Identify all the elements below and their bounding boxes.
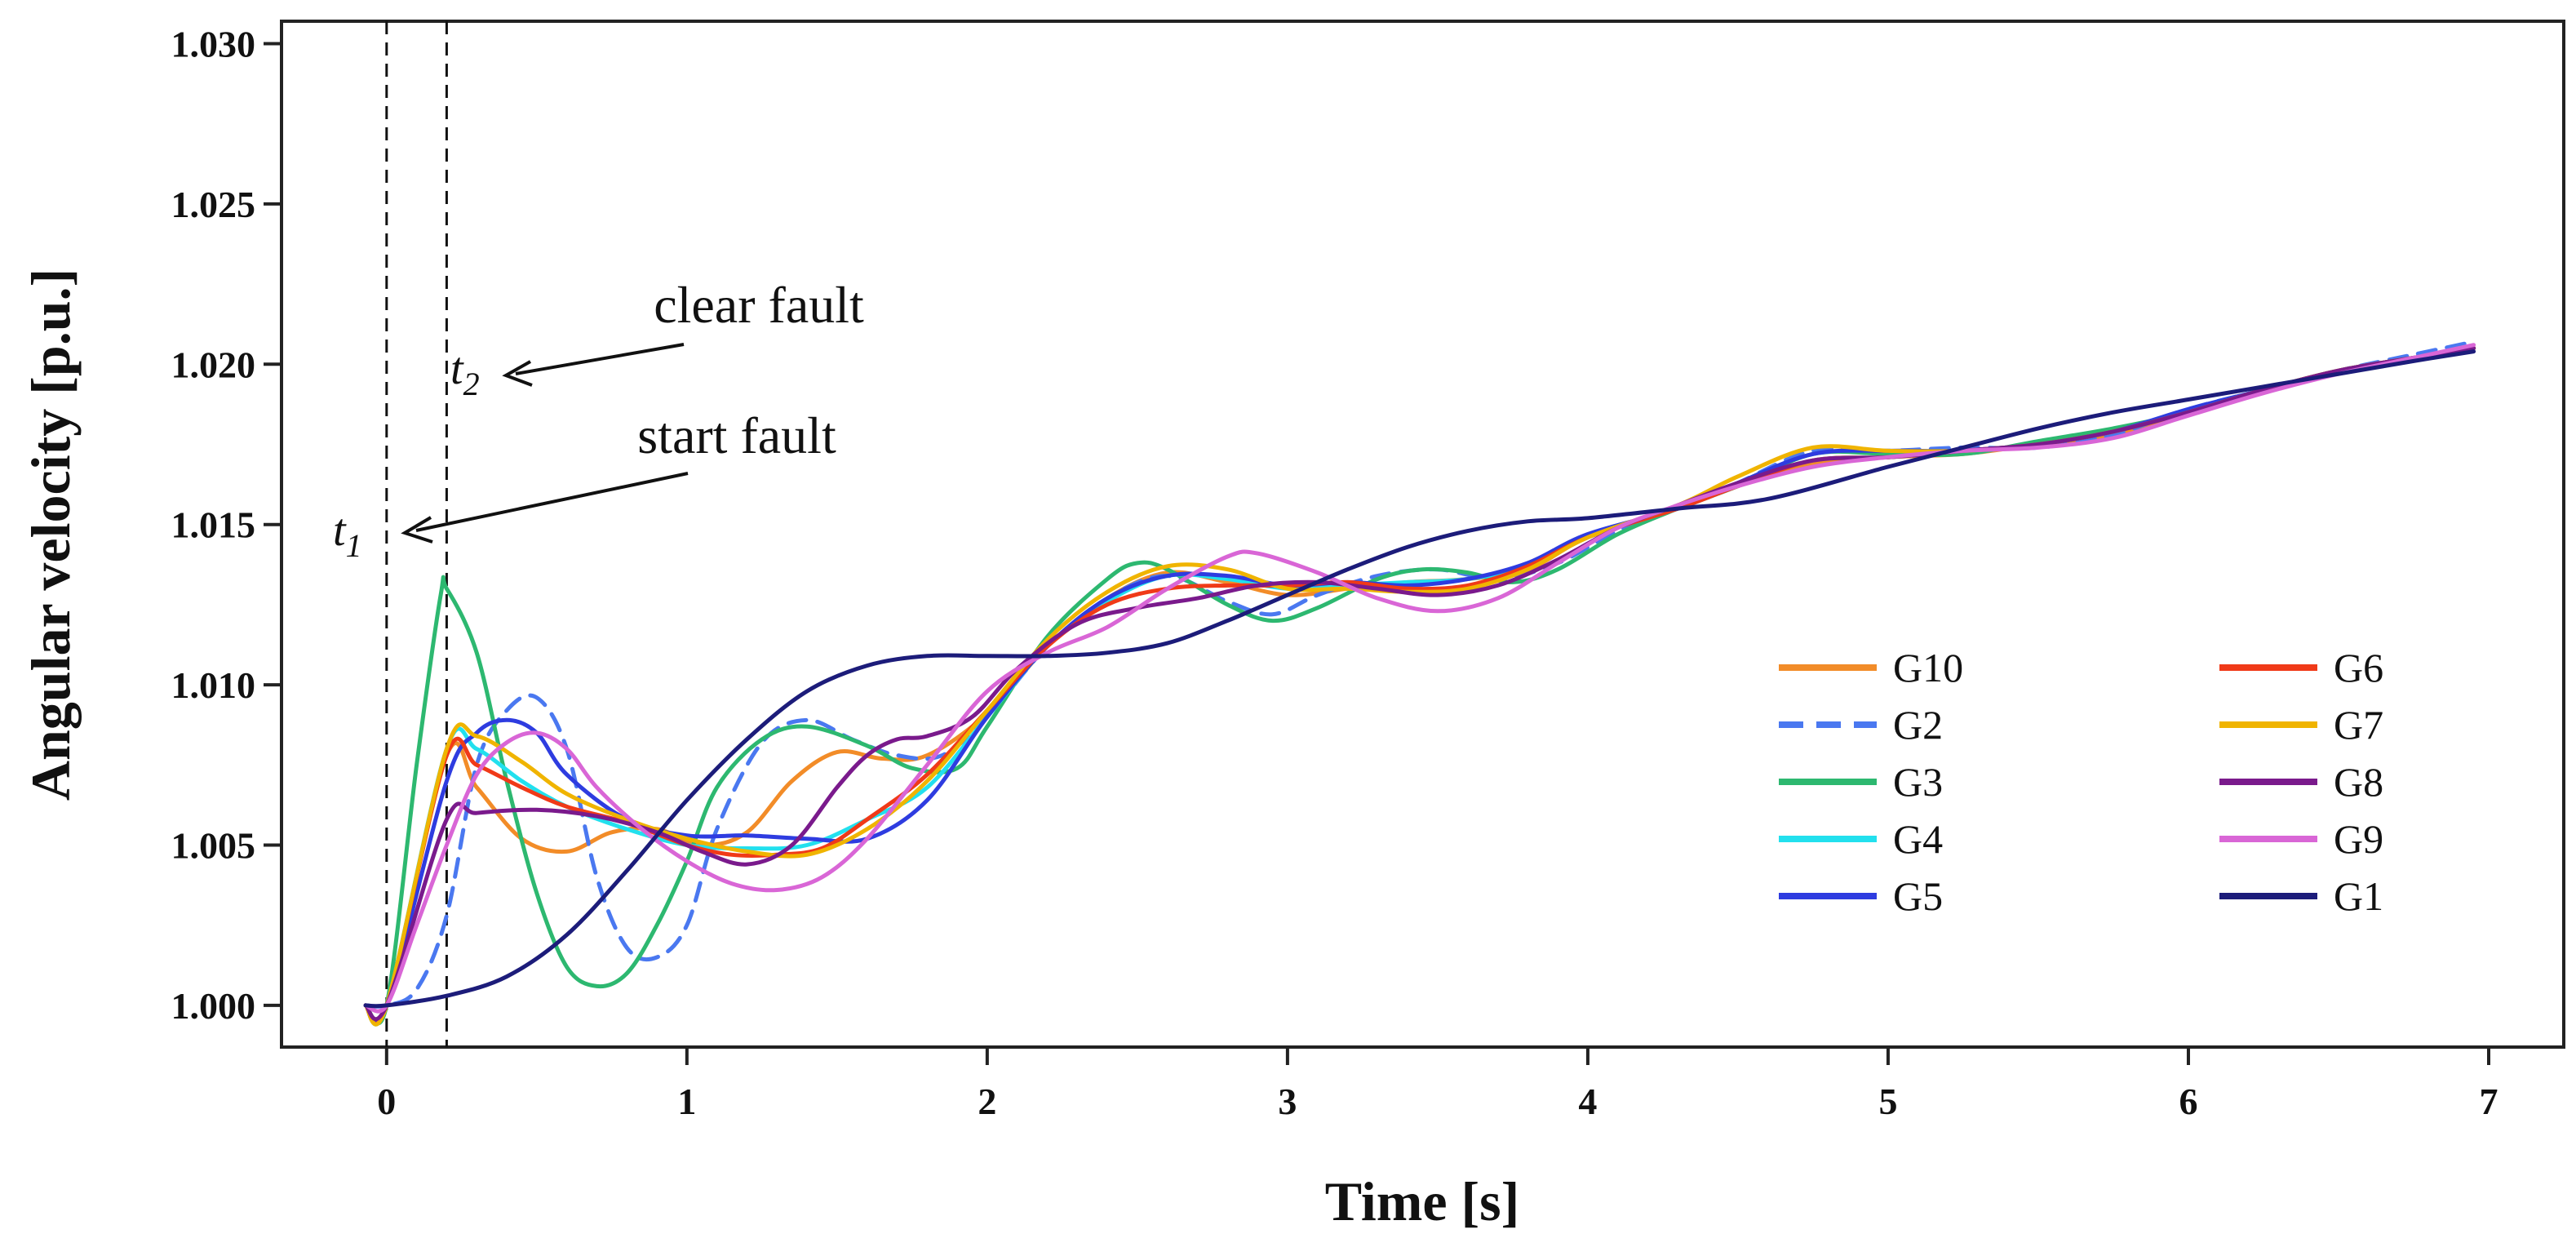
- fault-time-markers: [385, 21, 448, 1047]
- legend-label-g3: G3: [1893, 759, 1943, 805]
- y-tick-label: 1.030: [171, 23, 256, 64]
- x-tick-label: 4: [1578, 1081, 1597, 1122]
- legend-label-g2: G2: [1893, 702, 1943, 748]
- clear-fault-arrow: [515, 343, 685, 375]
- t2-base: t: [450, 344, 464, 394]
- t1-label: t1: [333, 505, 362, 564]
- y-tick-label: 1.000: [171, 985, 256, 1027]
- legend-label-g7: G7: [2334, 702, 2383, 748]
- legend-label-g8: G8: [2334, 759, 2383, 805]
- start-fault-arrow: [415, 472, 689, 532]
- x-tick-label: 1: [677, 1081, 696, 1122]
- x-axis-title: Time [s]: [1325, 1170, 1520, 1232]
- t1-base: t: [333, 505, 347, 556]
- y-tick-label: 1.005: [171, 825, 256, 867]
- x-tick-label: 2: [978, 1081, 996, 1122]
- x-tick-label: 6: [2179, 1081, 2197, 1122]
- start-fault-label: start fault: [637, 406, 836, 464]
- x-tick-label: 5: [1878, 1081, 1897, 1122]
- x-tick-label: 3: [1278, 1081, 1297, 1122]
- legend: G10 G2 G3 G4 G5 G6 G7 G8 G9 G1: [1779, 645, 2383, 919]
- clear-fault-arrowhead: [502, 360, 533, 387]
- t1-sub: 1: [346, 527, 362, 564]
- start-fault-arrowhead: [401, 516, 433, 544]
- x-axis-ticks: 0 1 2 3 4 5 6 7: [377, 1047, 2498, 1122]
- series-line-g1: [363, 349, 2476, 1009]
- t2-sub: 2: [463, 366, 480, 402]
- x-tick-label: 0: [377, 1081, 396, 1122]
- legend-label-g5: G5: [1893, 873, 1943, 919]
- y-axis-title: Angular velocity [p.u.]: [20, 269, 82, 801]
- series-line-g8: [363, 346, 2476, 1022]
- clear-fault-label: clear fault: [654, 276, 864, 334]
- series-line-g3: [363, 346, 2476, 1026]
- y-tick-label: 1.010: [171, 664, 256, 706]
- series-line-g9: [363, 343, 2476, 1014]
- legend-label-g10: G10: [1893, 645, 1963, 690]
- legend-label-g1: G1: [2334, 873, 2383, 919]
- y-axis-ticks: 1.000 1.005 1.010 1.015 1.020 1.025 1.030: [171, 23, 282, 1027]
- y-tick-label: 1.015: [171, 504, 256, 546]
- x-tick-label: 7: [2479, 1081, 2498, 1122]
- t2-label: t2: [450, 344, 480, 402]
- legend-label-g9: G9: [2334, 816, 2383, 862]
- series-lines: [363, 340, 2476, 1027]
- plot-frame: [280, 20, 2565, 1049]
- legend-label-g6: G6: [2334, 645, 2383, 690]
- y-tick-label: 1.025: [171, 184, 256, 225]
- y-tick-label: 1.020: [171, 344, 256, 385]
- annotations: clear fault t2 start fault t1: [333, 276, 864, 564]
- legend-label-g4: G4: [1893, 816, 1943, 862]
